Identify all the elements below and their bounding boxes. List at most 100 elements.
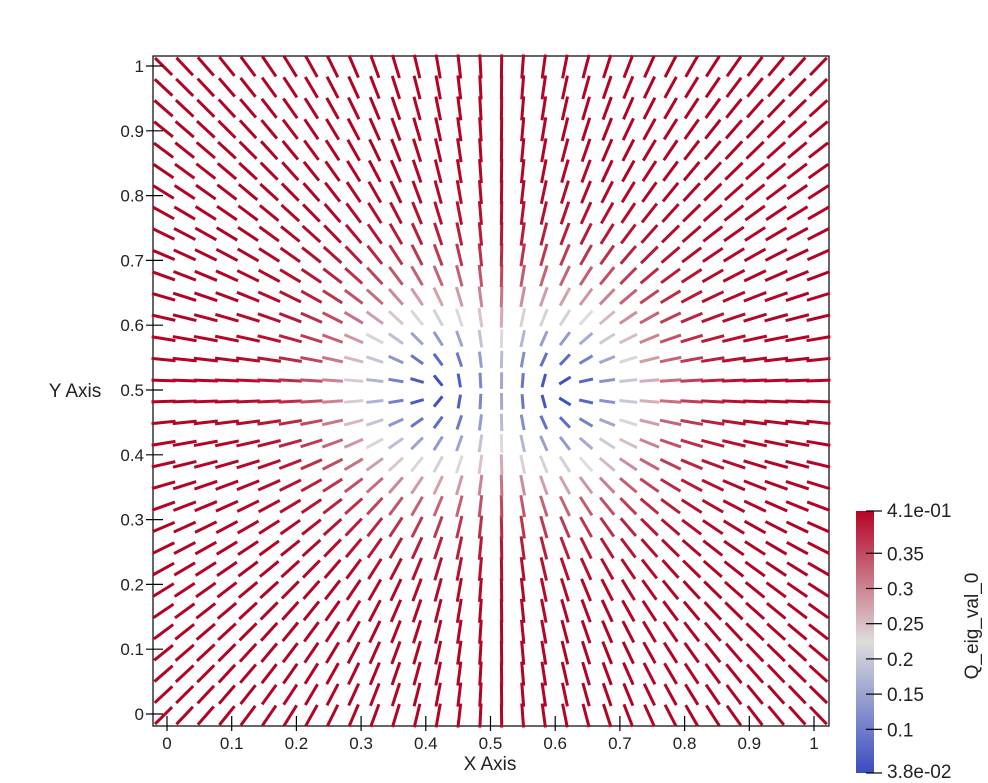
director-glyph [346, 160, 362, 183]
director-glyph [303, 118, 320, 141]
director-glyph [343, 333, 364, 345]
director-glyph [173, 541, 197, 555]
director-glyph [519, 286, 527, 308]
director-glyph [259, 621, 279, 642]
director-glyph [303, 139, 320, 161]
director-glyph [346, 620, 361, 643]
director-glyph [455, 352, 464, 368]
director-glyph [659, 399, 682, 404]
director-glyph [344, 267, 364, 285]
director-glyph [680, 458, 704, 471]
director-glyph [598, 266, 616, 286]
director-glyph [704, 683, 721, 706]
director-glyph [540, 117, 548, 142]
director-glyph [559, 578, 570, 602]
director-glyph [215, 499, 239, 513]
director-glyph [663, 662, 678, 685]
director-glyph [388, 417, 404, 428]
director-glyph [153, 664, 174, 683]
director-glyph [806, 439, 831, 447]
director-glyph [722, 439, 746, 448]
director-glyph [806, 460, 831, 469]
director-glyph [193, 459, 218, 469]
director-glyph [389, 201, 403, 225]
director-glyph [618, 310, 638, 325]
director-glyph [539, 536, 549, 560]
director-glyph [722, 247, 745, 263]
director-glyph [619, 418, 638, 427]
director-glyph [282, 662, 299, 685]
director-glyph [324, 620, 341, 643]
director-glyph [347, 75, 361, 99]
director-glyph [217, 663, 237, 684]
director-glyph [322, 267, 343, 285]
director-glyph [764, 334, 789, 343]
director-glyph [560, 619, 570, 644]
director-glyph [281, 118, 299, 140]
y-tick-label: 0.1 [120, 640, 144, 659]
director-glyph [410, 265, 424, 287]
director-glyph [680, 356, 704, 364]
director-glyph [411, 201, 423, 225]
director-glyph [661, 203, 680, 223]
director-glyph [499, 515, 504, 539]
director-glyph [807, 602, 830, 620]
director-glyph [300, 478, 323, 493]
director-glyph [786, 581, 809, 598]
director-glyph [721, 356, 746, 363]
director-glyph [785, 378, 810, 383]
director-glyph [519, 414, 526, 431]
director-glyph [579, 557, 593, 581]
director-glyph [323, 181, 342, 203]
director-glyph [619, 245, 638, 265]
director-glyph [365, 355, 384, 364]
director-glyph [193, 439, 218, 448]
director-glyph [787, 141, 808, 160]
director-glyph [302, 600, 321, 622]
director-glyph [434, 619, 443, 644]
director-glyph [280, 580, 300, 600]
director-glyph [702, 246, 724, 263]
director-glyph [680, 498, 703, 514]
director-glyph [599, 516, 616, 538]
director-glyph [558, 396, 572, 407]
director-glyph [683, 118, 700, 140]
director-glyph [519, 180, 526, 205]
director-glyph [477, 536, 484, 560]
director-glyph [456, 373, 462, 388]
director-glyph [410, 536, 424, 560]
director-glyph [455, 180, 463, 205]
director-glyph [722, 519, 745, 535]
director-glyph [639, 333, 660, 344]
director-glyph [477, 577, 483, 602]
director-glyph [581, 661, 591, 686]
director-glyph [663, 97, 678, 120]
director-glyph [639, 399, 660, 404]
director-glyph [743, 247, 767, 263]
director-glyph [455, 201, 464, 225]
director-glyph [322, 518, 343, 537]
director-glyph [368, 117, 382, 141]
director-glyph [239, 55, 257, 78]
director-glyph [432, 352, 444, 367]
colorbar-tick-label: 0.3 [887, 579, 913, 600]
director-glyph [152, 205, 175, 221]
director-glyph [477, 180, 483, 205]
director-glyph [785, 480, 810, 491]
director-glyph [519, 515, 526, 539]
director-glyph [343, 457, 364, 472]
director-glyph [344, 378, 364, 383]
director-glyph [660, 246, 681, 264]
director-glyph [642, 683, 656, 707]
director-glyph [257, 334, 282, 343]
director-glyph [622, 682, 635, 707]
director-glyph [642, 662, 657, 686]
director-glyph [621, 641, 635, 665]
director-glyph [701, 268, 724, 284]
director-glyph [238, 140, 258, 160]
director-glyph [214, 312, 239, 323]
director-glyph [519, 264, 527, 287]
director-glyph [412, 703, 422, 728]
director-glyph [412, 96, 422, 121]
director-glyph [701, 399, 725, 404]
